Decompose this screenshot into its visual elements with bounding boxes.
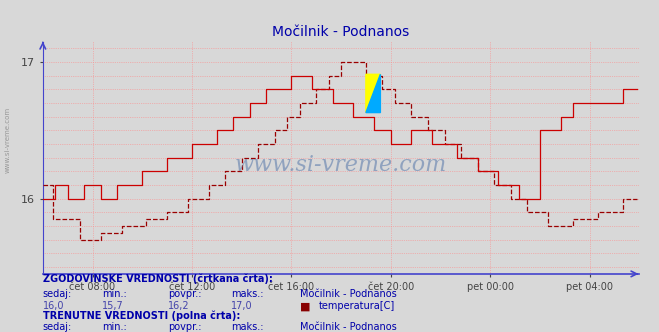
- Text: 16,0: 16,0: [43, 301, 65, 311]
- Text: www.si-vreme.com: www.si-vreme.com: [5, 106, 11, 173]
- Polygon shape: [366, 74, 380, 113]
- Text: TRENUTNE VREDNOSTI (polna črta):: TRENUTNE VREDNOSTI (polna črta):: [43, 310, 241, 321]
- Text: 17,0: 17,0: [231, 301, 252, 311]
- Text: 15,7: 15,7: [102, 301, 124, 311]
- Text: min.:: min.:: [102, 322, 127, 332]
- Text: 16,2: 16,2: [168, 301, 190, 311]
- Text: www.si-vreme.com: www.si-vreme.com: [235, 154, 447, 176]
- Text: temperatura[C]: temperatura[C]: [318, 301, 395, 311]
- Text: maks.:: maks.:: [231, 289, 263, 299]
- Text: povpr.:: povpr.:: [168, 289, 202, 299]
- Text: povpr.:: povpr.:: [168, 322, 202, 332]
- Text: maks.:: maks.:: [231, 322, 263, 332]
- Text: ZGODOVINSKE VREDNOSTI (črtkana črta):: ZGODOVINSKE VREDNOSTI (črtkana črta):: [43, 274, 273, 284]
- Text: sedaj:: sedaj:: [43, 289, 72, 299]
- Text: ■: ■: [300, 301, 310, 311]
- Text: sedaj:: sedaj:: [43, 322, 72, 332]
- Polygon shape: [366, 74, 380, 113]
- Text: Močilnik - Podnanos: Močilnik - Podnanos: [300, 322, 397, 332]
- Text: Močilnik - Podnanos: Močilnik - Podnanos: [300, 289, 397, 299]
- Title: Močilnik - Podnanos: Močilnik - Podnanos: [272, 25, 410, 39]
- Text: min.:: min.:: [102, 289, 127, 299]
